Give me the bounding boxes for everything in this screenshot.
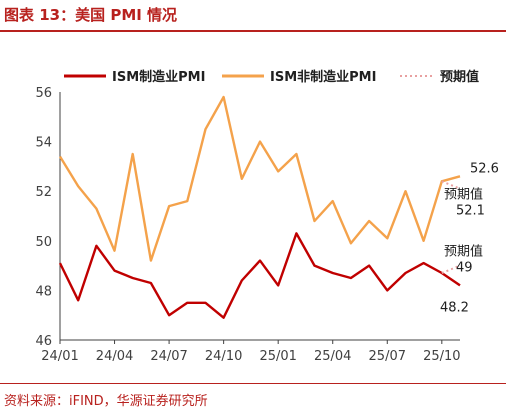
forecast-segment: [441, 180, 461, 190]
figure-title: 图表 13：美国 PMI 情况: [4, 6, 178, 24]
data-label: 49: [456, 261, 473, 276]
x-tick-label: 24/07: [150, 349, 187, 364]
source-rule: [0, 383, 506, 384]
y-tick-label: 54: [35, 136, 52, 151]
y-tick-label: 46: [35, 334, 52, 349]
data-label: 52.6: [470, 161, 499, 176]
pmi-line-chart: ISM制造业PMI ISM非制造业PMI 预期值 46 48 50 52 54 56 24/01…: [35, 69, 499, 364]
x-tick-label: 24/01: [41, 349, 78, 364]
x-tick-label: 25/01: [259, 349, 296, 364]
title-bar: 图表 13：美国 PMI 情况: [0, 0, 506, 32]
chart-legend: ISM制造业PMI ISM非制造业PMI 预期值: [64, 69, 479, 85]
y-tick-label: 56: [35, 86, 52, 101]
data-label: 预期值: [444, 244, 483, 260]
forecast-segment: [441, 264, 461, 274]
chart-axes: 46 48 50 52 54 56 24/01 24/04 24/07 24/10 25/01 25/…: [35, 86, 460, 364]
title-rule: [0, 30, 506, 32]
source-note: 资料来源：iFIND，华源证券研究所: [4, 394, 208, 409]
x-tick-label: 25/07: [369, 349, 406, 364]
series-line: [58, 232, 461, 319]
legend-label: 预期值: [440, 69, 479, 85]
legend-label: ISM非制造业PMI: [270, 69, 376, 85]
x-tick-label: 24/04: [96, 349, 133, 364]
x-tick-label: 25/10: [423, 349, 460, 364]
data-label: 52.1: [456, 204, 485, 219]
chart-plot-area: [58, 95, 461, 319]
y-tick-label: 52: [35, 185, 52, 200]
y-tick-label: 50: [35, 235, 52, 250]
series-line: [58, 95, 461, 262]
x-tick-label: 25/04: [314, 349, 351, 364]
y-tick-label: 48: [35, 284, 52, 299]
x-tick-label: 24/10: [205, 349, 242, 364]
data-label: 预期值: [444, 187, 483, 203]
legend-label: ISM制造业PMI: [112, 69, 205, 85]
data-label: 48.2: [440, 300, 469, 315]
